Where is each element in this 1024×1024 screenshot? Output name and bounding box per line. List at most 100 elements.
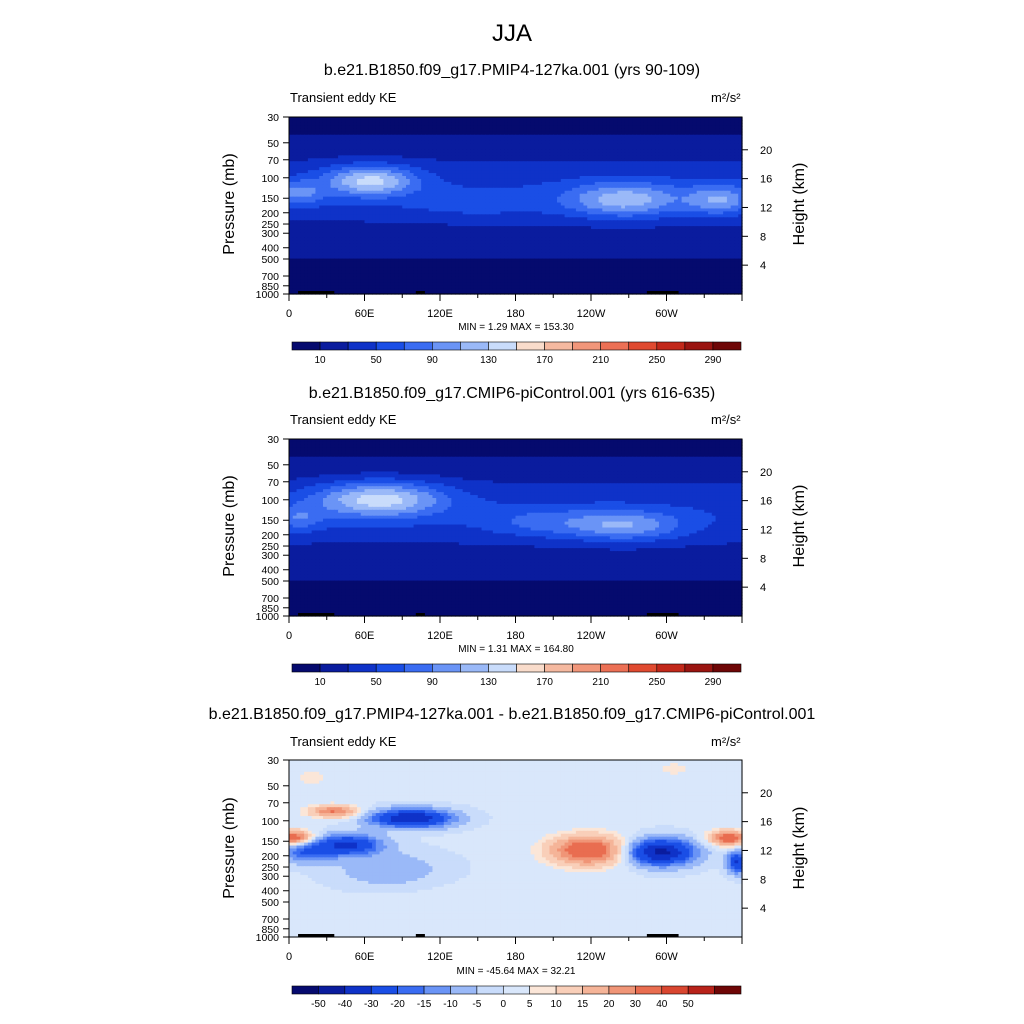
contour-cell: [417, 117, 422, 121]
contour-cell: [390, 128, 396, 133]
contour-cell: [406, 117, 411, 121]
contour-cell: [598, 134, 603, 139]
contour-cell: [549, 128, 554, 133]
contour-cell: [658, 128, 664, 133]
contour-cell: [504, 184, 509, 189]
contour-cell: [443, 170, 449, 174]
contour-cell: [723, 184, 728, 189]
contour-cell: [704, 158, 709, 162]
contour-cell: [368, 187, 373, 192]
contour-cell: [451, 161, 456, 165]
contour-cell: [424, 167, 430, 171]
contour-cell: [708, 164, 713, 168]
contour-cell: [387, 158, 392, 162]
contour-cell: [440, 161, 445, 165]
contour-cell: [500, 125, 505, 130]
contour-cell: [334, 122, 339, 127]
contour-cell: [734, 184, 739, 189]
contour-cell: [617, 178, 622, 183]
contour-cell: [730, 178, 736, 183]
contour-cell: [534, 125, 539, 130]
contour-cell: [319, 137, 324, 142]
contour-cell: [700, 149, 705, 153]
contour-cell: [496, 149, 502, 153]
contour-cell: [511, 161, 517, 165]
contour-cell: [428, 117, 434, 121]
contour-cell: [681, 146, 686, 151]
contour-cell: [692, 158, 698, 162]
contour-cell: [387, 173, 392, 177]
contour-cell: [507, 167, 513, 171]
contour-cell: [338, 164, 343, 168]
contour-cell: [602, 184, 607, 189]
contour-cell: [364, 167, 369, 171]
contour-cell: [334, 173, 339, 177]
contour-cell: [511, 184, 517, 189]
contour-cell: [594, 152, 600, 156]
contour-cell: [507, 184, 513, 189]
contour-cell: [628, 131, 634, 136]
contour-cell: [628, 173, 634, 177]
contour-cell: [477, 134, 483, 139]
contour-cell: [557, 131, 562, 136]
contour-cell: [409, 134, 415, 139]
contour-cell: [421, 134, 426, 139]
contour-cell: [538, 137, 543, 142]
contour-cell: [670, 158, 675, 162]
contour-cell: [711, 149, 717, 153]
contour-cell: [700, 125, 705, 130]
contour-cell: [704, 176, 709, 180]
contour-cell: [624, 161, 630, 165]
contour-cell: [455, 167, 460, 171]
contour-cell: [564, 122, 569, 127]
contour-cell: [432, 119, 437, 124]
contour-cell: [541, 152, 547, 156]
contour-cell: [640, 176, 645, 180]
contour-cell: [398, 158, 403, 162]
contour-cell: [349, 181, 354, 186]
contour-cell: [670, 140, 675, 145]
contour-cell: [307, 143, 313, 148]
contour-cell: [711, 181, 717, 186]
contour-cell: [726, 117, 732, 121]
contour-cell: [651, 155, 656, 159]
contour-cell: [704, 181, 709, 186]
contour-cell: [719, 158, 724, 162]
contour-cell: [311, 178, 317, 183]
contour-cell: [617, 170, 622, 174]
contour-cell: [726, 149, 732, 153]
contour-cell: [304, 181, 309, 186]
contour-cell: [598, 155, 603, 159]
contour-cell: [311, 181, 317, 186]
contour-cell: [715, 128, 720, 133]
contour-cell: [685, 181, 690, 186]
contour-cell: [560, 137, 566, 142]
contour-cell: [579, 161, 585, 165]
contour-cell: [428, 161, 434, 165]
contour-cell: [507, 170, 513, 174]
contour-cell: [523, 137, 528, 142]
contour-cell: [424, 125, 430, 130]
contour-cell: [674, 181, 679, 186]
contour-cell: [647, 117, 653, 121]
contour-cell: [372, 173, 377, 177]
contour-cell: [443, 149, 449, 153]
contour-cell: [617, 161, 622, 165]
contour-cell: [338, 161, 343, 165]
contour-cell: [700, 178, 705, 183]
contour-cell: [402, 178, 407, 183]
contour-cell: [353, 170, 358, 174]
contour-cell: [421, 131, 426, 136]
contour-cell: [734, 170, 739, 174]
contour-cell: [519, 146, 524, 151]
contour-cell: [591, 149, 596, 153]
contour-cell: [489, 161, 494, 165]
contour-cell: [519, 137, 524, 142]
contour-cell: [345, 128, 351, 133]
contour-cell: [451, 143, 456, 148]
contour-cell: [583, 170, 588, 174]
contour-cell: [557, 173, 562, 177]
contour-cell: [549, 140, 554, 145]
contour-cell: [587, 176, 592, 180]
contour-cell: [296, 152, 301, 156]
